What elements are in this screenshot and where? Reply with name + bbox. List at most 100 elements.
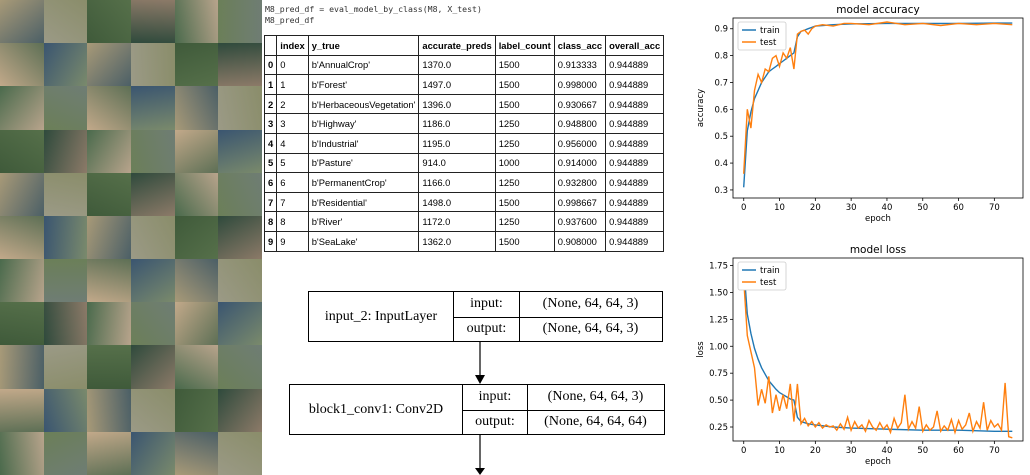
row-index: 2 bbox=[263, 93, 278, 115]
x-tick-label: 0 bbox=[741, 203, 746, 213]
connection-arrow bbox=[475, 342, 485, 384]
satellite-tile bbox=[87, 172, 131, 216]
table-header-row: index y_true accurate_preds label_count … bbox=[263, 35, 665, 56]
satellite-tile bbox=[0, 302, 44, 346]
satellite-tile bbox=[218, 0, 262, 44]
row-index: 9 bbox=[263, 230, 278, 252]
accuracy-chart: model accuracy 0 10 20 30 40 50 60 70 0.3 0.4 0.5 0.… bbox=[690, 0, 1025, 236]
column-header: label_count bbox=[494, 35, 555, 56]
y-tick-label: 0.8 bbox=[714, 52, 728, 62]
row-index: 7 bbox=[263, 191, 278, 213]
table-cell: b'PermanentCrop' bbox=[307, 172, 420, 193]
table-cell: b'Industrial' bbox=[307, 132, 420, 154]
satellite-tile bbox=[218, 43, 262, 87]
prediction-dataframe: index y_true accurate_preds label_count … bbox=[263, 35, 665, 252]
satellite-tile bbox=[87, 259, 131, 303]
satellite-tile bbox=[174, 86, 219, 130]
column-header bbox=[263, 35, 278, 56]
x-tick-label: 30 bbox=[846, 203, 857, 213]
legend-label-test: test bbox=[760, 38, 777, 48]
series-line-test bbox=[743, 279, 1013, 439]
x-tick-label: 60 bbox=[953, 446, 964, 456]
satellite-tile bbox=[218, 302, 262, 346]
satellite-tile bbox=[131, 86, 175, 130]
legend-label-train: train bbox=[760, 266, 780, 276]
satellite-tile bbox=[174, 215, 219, 260]
satellite-tile bbox=[0, 388, 44, 432]
connection-arrow bbox=[475, 435, 485, 475]
table-cell: b'HerbaceousVegetation' bbox=[307, 93, 420, 115]
satellite-tile bbox=[43, 215, 88, 260]
satellite-tile bbox=[43, 345, 88, 389]
satellite-tile bbox=[87, 0, 131, 44]
y-tick-label: 1.25 bbox=[709, 315, 728, 325]
row-index: 5 bbox=[263, 152, 278, 174]
satellite-tile bbox=[174, 129, 219, 173]
satellite-tile bbox=[87, 431, 131, 475]
table-cell: 0.913333 bbox=[553, 54, 607, 76]
table-row: 8 8 b'River' 1172.0 1250 0.937600 0.944889 bbox=[263, 211, 665, 232]
satellite-tile bbox=[174, 172, 219, 216]
satellite-tile bbox=[174, 302, 219, 346]
table-cell: 1000 bbox=[494, 152, 555, 174]
table-cell: 0.944889 bbox=[605, 230, 665, 252]
satellite-tile bbox=[174, 259, 219, 303]
x-tick-label: 50 bbox=[917, 203, 928, 213]
satellite-tile bbox=[87, 86, 131, 130]
table-cell: 0.908000 bbox=[553, 230, 607, 252]
table-cell: 8 bbox=[276, 211, 309, 232]
table-row: 2 2 b'HerbaceousVegetation' 1396.0 1500 0.930… bbox=[263, 93, 665, 115]
satellite-tile bbox=[131, 259, 175, 303]
x-tick-label: 50 bbox=[917, 446, 928, 456]
y-tick-label: 0.4 bbox=[714, 159, 728, 169]
legend-box bbox=[737, 21, 787, 51]
satellite-tile bbox=[174, 345, 219, 389]
satellite-tile bbox=[218, 345, 262, 389]
satellite-tile bbox=[43, 259, 88, 303]
code-line: M8_pred_df = eval_model_by_class(M8, X_t… bbox=[265, 4, 482, 14]
table-cell: 0.944889 bbox=[605, 132, 665, 154]
table-cell: 0.932800 bbox=[553, 172, 607, 193]
satellite-tile bbox=[218, 215, 262, 260]
satellite-tile bbox=[174, 43, 219, 87]
satellite-tile bbox=[87, 215, 131, 260]
row-index: 4 bbox=[263, 132, 278, 154]
y-tick-label: 0.75 bbox=[709, 369, 728, 379]
satellite-tile bbox=[87, 302, 131, 346]
satellite-tile bbox=[131, 388, 175, 432]
table-cell: 0.948800 bbox=[553, 113, 607, 134]
satellite-tile bbox=[131, 302, 175, 346]
table-cell: 1500 bbox=[494, 191, 555, 213]
table-row: 5 5 b'Pasture' 914.0 1000 0.914000 0.944889 bbox=[263, 152, 665, 174]
column-header: index bbox=[276, 35, 309, 56]
table-cell: 0.944889 bbox=[605, 74, 665, 95]
table-row: 0 0 b'AnnualCrop' 1370.0 1500 0.913333 0.94488… bbox=[263, 54, 665, 76]
x-tick-label: 60 bbox=[953, 203, 964, 213]
input-label: input: bbox=[470, 296, 503, 312]
satellite-tile bbox=[43, 388, 88, 432]
input-shape: (None, 64, 64, 3) bbox=[542, 296, 639, 312]
table-cell: 0.998667 bbox=[553, 191, 607, 213]
table-cell: 1166.0 bbox=[418, 172, 496, 193]
table-cell: b'SeaLake' bbox=[307, 230, 420, 252]
x-axis-label: epoch bbox=[865, 457, 891, 467]
y-tick-label: 1.00 bbox=[709, 342, 728, 352]
input-shape: (None, 64, 64, 3) bbox=[547, 389, 644, 405]
output-shape: (None, 64, 64, 64) bbox=[527, 409, 664, 435]
table-cell: 1500 bbox=[494, 230, 555, 252]
table-cell: 1250 bbox=[494, 113, 555, 134]
table-cell: 914.0 bbox=[418, 152, 496, 174]
column-header: accurate_preds bbox=[418, 35, 496, 56]
plot-frame bbox=[732, 257, 1024, 442]
legend-box bbox=[737, 261, 787, 291]
table-cell: 1500 bbox=[494, 93, 555, 115]
satellite-image-mosaic bbox=[0, 0, 262, 475]
table-cell: 1250 bbox=[494, 172, 555, 193]
y-tick-label: 0.9 bbox=[714, 25, 728, 35]
table-cell: 0.944889 bbox=[605, 113, 665, 134]
x-tick-label: 10 bbox=[774, 203, 785, 213]
column-header: y_true bbox=[307, 35, 420, 56]
satellite-tile bbox=[131, 0, 175, 44]
table-cell: 0.998000 bbox=[553, 74, 607, 95]
table-cell: 3 bbox=[276, 113, 309, 134]
